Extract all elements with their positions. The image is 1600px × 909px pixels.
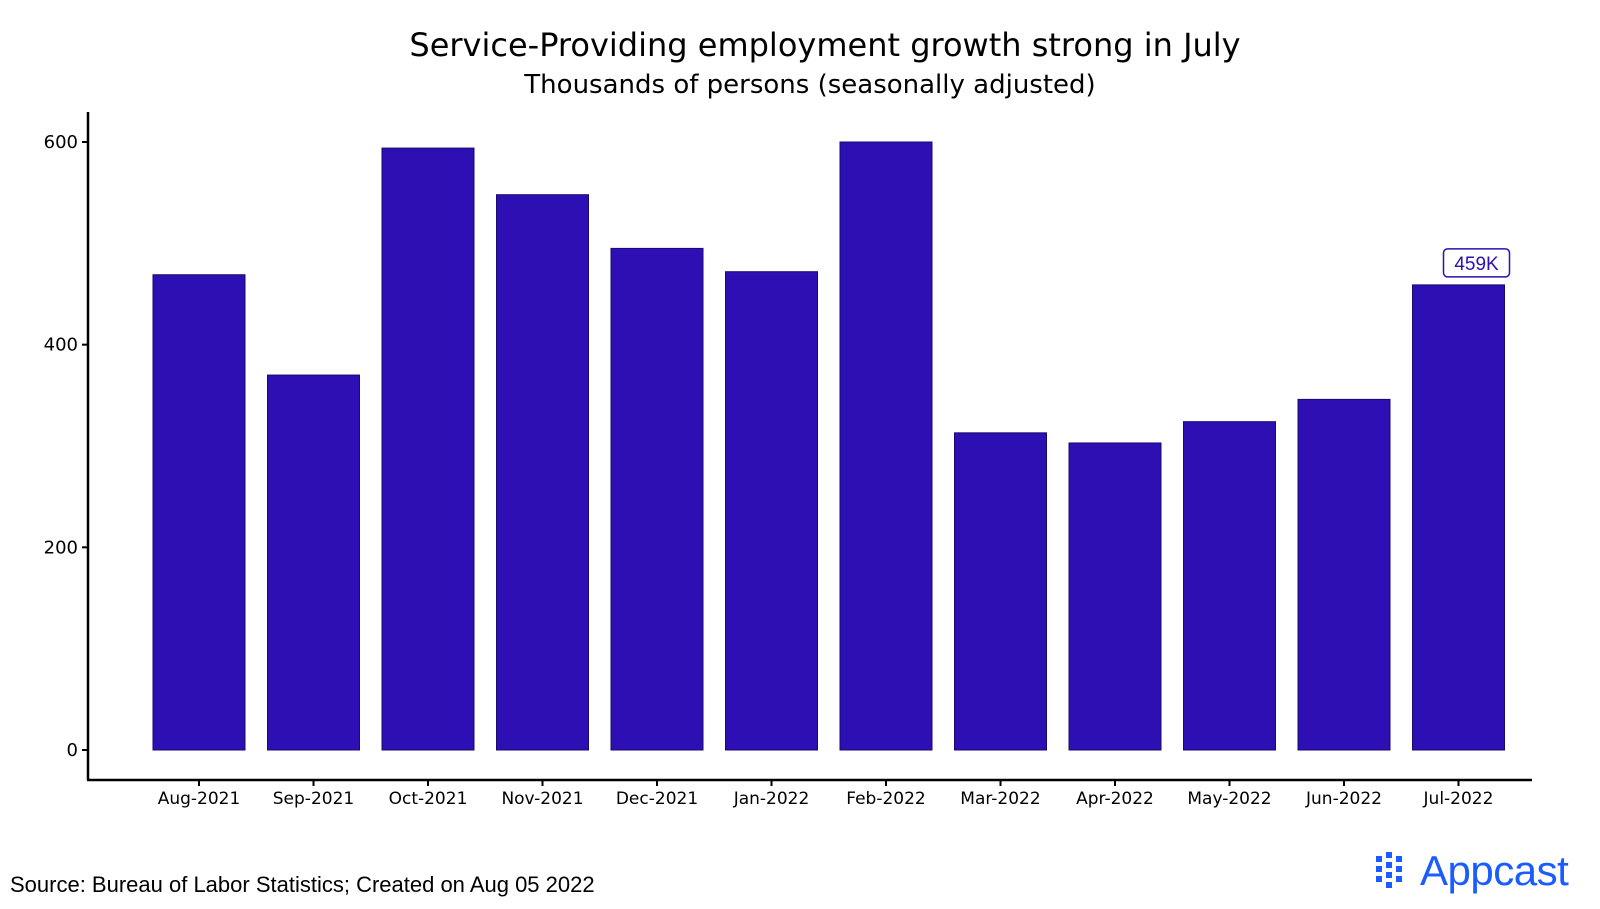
bar-sep-2021 [267,374,360,751]
chart-subtitle: Thousands of persons (seasonally adjuste… [524,70,1096,100]
x-tick-label: May-2022 [1187,789,1271,809]
x-tick-label: Mar-2022 [960,789,1040,809]
appcast-logo-text: Appcast [1420,847,1569,894]
x-tick-label: Jul-2022 [1423,789,1494,809]
x-tick-label: Jun-2022 [1305,789,1382,809]
bar-may-2022 [1183,421,1276,751]
appcast-logo: Appcast [1376,846,1569,896]
source-note: Source: Bureau of Labor Statistics; Crea… [10,872,595,897]
y-tick-label: 200 [44,537,78,558]
bar-nov-2021 [496,194,589,751]
bar-apr-2022 [1068,442,1162,751]
bar-dec-2021 [610,247,704,751]
annotation-box [1442,248,1511,278]
chart-title: Service-Providing employment growth stro… [409,26,1241,64]
bar-aug-2021 [152,274,246,751]
x-tick-label: Aug-2021 [158,789,241,809]
x-tick-label: Dec-2021 [616,789,698,809]
x-tick-label: Sep-2021 [273,789,354,809]
y-tick-label: 400 [44,335,78,356]
bar-feb-2022 [839,141,933,751]
x-tick-label: Feb-2022 [846,789,926,809]
x-tick-label: Nov-2021 [501,789,583,809]
bar-mar-2022 [954,432,1047,751]
annotation-label: 459K [1454,254,1499,275]
x-tick-label: Jan-2022 [733,789,810,809]
x-tick-label: Oct-2021 [389,789,468,809]
appcast-logo-icon [1376,852,1412,890]
bar-jul-2022 [1412,284,1505,751]
y-tick-label: 0 [67,740,78,761]
bar-oct-2021 [381,147,475,751]
bar-jun-2022 [1297,398,1391,751]
x-tick-label: Apr-2022 [1076,789,1154,809]
y-tick-label: 600 [44,132,78,153]
bar-jan-2022 [725,271,818,751]
